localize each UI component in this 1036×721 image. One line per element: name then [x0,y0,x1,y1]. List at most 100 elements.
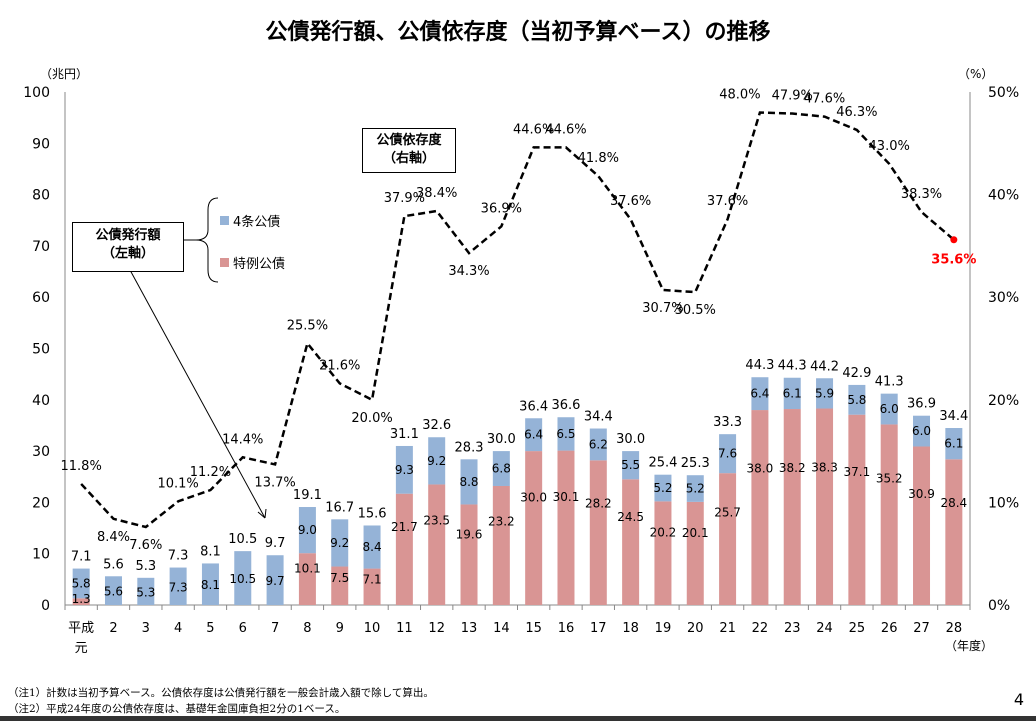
total-label: 44.3 [778,359,807,374]
right-tick-label: 30% [988,290,1019,306]
bar-tokurei-label: 10.1 [294,562,321,576]
x-tick-label: 16 [558,621,575,636]
ratio-label: 7.6% [129,538,162,553]
x-tick-label: 23 [784,621,801,636]
total-label: 42.9 [842,366,871,381]
bar-tokurei-label: 28.2 [585,497,612,511]
bar-tokurei-label: 38.2 [779,461,806,475]
bar-tokurei-label: 20.1 [682,526,709,540]
bar-tokurei [298,553,316,605]
ratio-label: 11.8% [61,459,102,474]
ratio-label: 21.6% [319,358,360,373]
left-tick-label: 70 [32,239,50,255]
issue-box-line2: （左軸） [101,246,154,261]
total-label: 9.7 [265,536,286,551]
bar-tokurei-label: 25.7 [714,506,741,520]
x-tick-label: 9 [336,621,344,636]
ratio-label: 44.6% [545,122,586,137]
x-tick-label-cont: 元 [75,641,88,656]
bar-tokurei-label: 38.3 [811,460,838,474]
ratio-label: 38.3% [901,187,942,202]
total-label: 44.2 [810,359,839,374]
total-label: 36.4 [519,399,548,414]
ratio-box: 公債依存度 （右軸） [362,128,456,173]
ratio-label: 37.6% [610,194,651,209]
bar-tokurei [751,410,769,605]
page-number: 4 [1013,690,1024,709]
ratio-label: 46.3% [836,105,877,120]
total-label: 5.6 [103,557,124,572]
bar-4jo [137,577,155,605]
bar-4jo [783,377,801,410]
x-tick-label: 11 [396,621,413,636]
bar-tokurei-label: 7.5 [330,571,349,585]
bar-tokurei [72,598,90,605]
left-axis-unit: （兆円） [40,67,88,81]
ratio-label: 11.2% [190,465,231,480]
x-tick-label: 27 [913,621,930,636]
x-tick-label: 28 [946,621,963,636]
legend-brace [195,197,219,283]
bar-4jo-label: 5.8 [847,393,866,407]
ratio-label: 44.6% [513,122,554,137]
total-label: 25.4 [648,456,677,471]
bar-tokurei-label: 1.3 [72,592,91,606]
total-label: 19.1 [293,488,322,503]
bar-tokurei [525,451,543,605]
right-tick-label: 40% [988,188,1019,204]
issue-box-line1: 公債発行額 [95,228,161,243]
bar-tokurei-label: 38.0 [747,462,774,476]
bar-4jo-label: 6.5 [556,427,575,441]
bar-4jo-label: 9.2 [427,454,446,468]
bar-tokurei [395,493,413,605]
left-tick-label: 60 [32,290,50,306]
total-label: 34.4 [939,409,968,424]
bar-4jo-label: 9.2 [330,536,349,550]
x-tick-label: 平成 [68,621,94,636]
x-tick-label: 14 [493,621,510,636]
bar-tokurei-label: 20.2 [650,525,677,539]
bar-4jo-label: 9.0 [298,523,317,537]
bar-4jo-label: 5.9 [815,386,834,400]
ratio-label: 13.7% [254,475,295,490]
x-tick-label: 25 [849,621,866,636]
x-tick-label: 19 [655,621,672,636]
bar-4jo [719,434,737,474]
total-label: 7.3 [168,549,189,564]
bar-tokurei [686,501,704,605]
note-2: （注2）平成24年度の公債依存度は、基礎年金国庫負担2分の1ベース。 [8,703,346,715]
bar-4jo [816,378,834,409]
ratio-label: 35.6% [931,253,976,268]
total-label: 28.3 [455,440,484,455]
left-tick-label: 80 [32,188,50,204]
bar-4jo [298,507,316,554]
x-tick-label: 18 [622,621,639,636]
bar-4jo [104,576,122,605]
total-label: 30.0 [487,432,516,447]
right-tick-label: 20% [988,393,1019,409]
x-tick-label: 7 [271,621,279,636]
bar-4jo-label: 8.4 [363,540,382,554]
bar-4jo [622,451,640,480]
total-label: 34.4 [584,410,613,425]
x-axis-unit: （年度） [945,638,993,653]
ratio-box-line1: 公債依存度 [376,133,442,148]
bar-4jo-label: 6.2 [589,437,608,451]
legend-swatch-4jo [220,216,229,225]
bar-tokurei-label: 28.4 [940,496,967,510]
bar-4jo [234,551,252,605]
bar-4jo-label: 6.8 [492,462,511,476]
bar-4jo-label: 5.6 [104,585,123,599]
bar-4jo [331,519,349,567]
bar-4jo-label: 6.1 [783,386,802,400]
bar-4jo [428,437,446,485]
ratio-label: 10.1% [157,476,198,491]
left-tick-label: 20 [32,495,50,511]
bar-tokurei-label: 30.0 [520,490,547,504]
annotation-arrow [129,269,266,519]
bar-tokurei [880,424,898,605]
bottom-bar [0,716,1036,721]
total-label: 25.3 [681,456,710,471]
total-label: 33.3 [713,415,742,430]
bar-tokurei [654,501,672,605]
